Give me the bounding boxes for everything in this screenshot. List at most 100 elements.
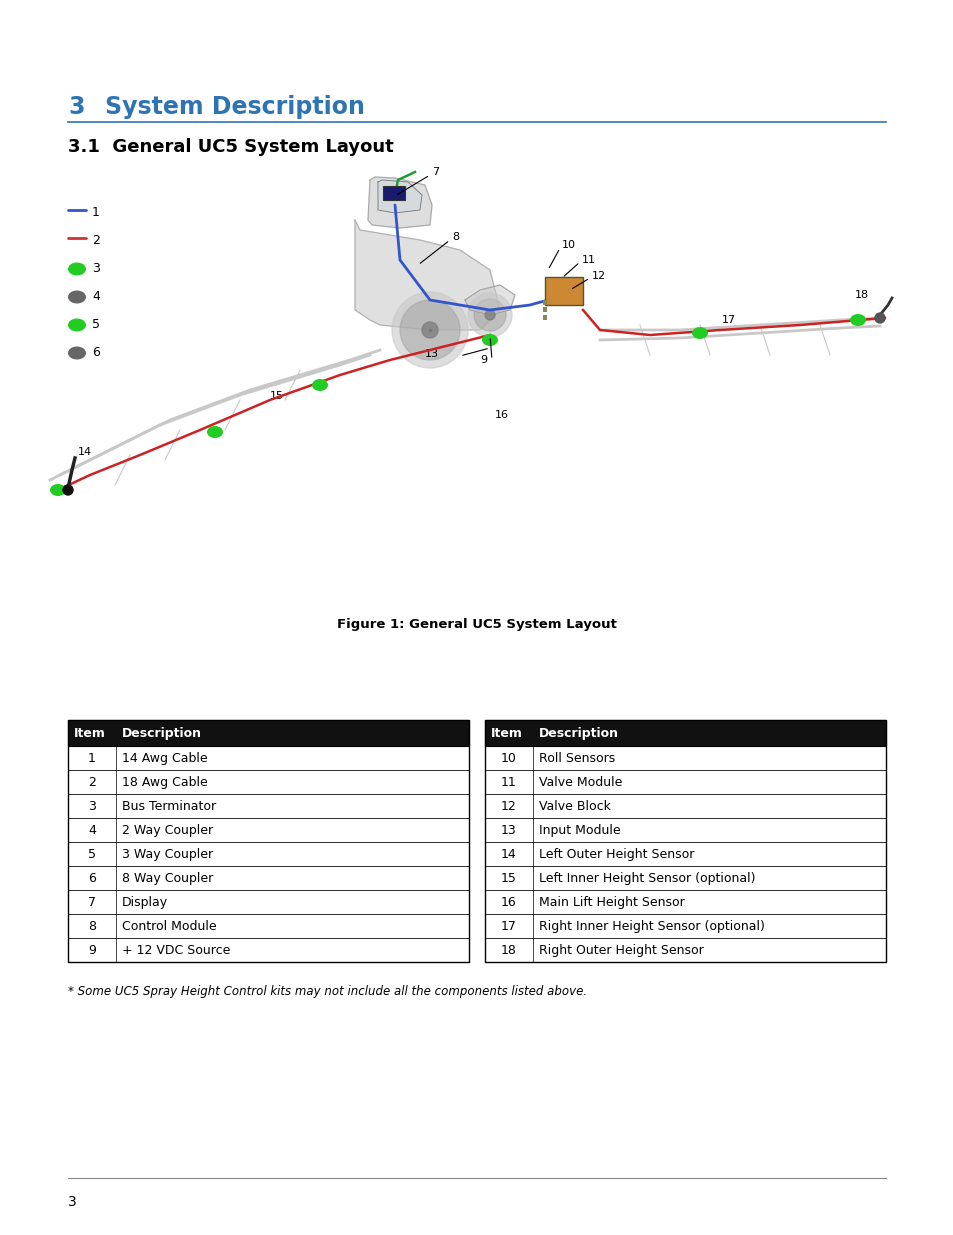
Text: Bus Terminator: Bus Terminator bbox=[122, 800, 216, 813]
Text: Valve Module: Valve Module bbox=[538, 776, 621, 789]
Text: 12: 12 bbox=[592, 270, 605, 282]
Text: Main Lift Height Sensor: Main Lift Height Sensor bbox=[538, 897, 684, 909]
Ellipse shape bbox=[68, 347, 86, 359]
Bar bbox=[484, 818, 885, 842]
Text: * Some UC5 Spray Height Control kits may not include all the components listed a: * Some UC5 Spray Height Control kits may… bbox=[68, 986, 586, 998]
Text: 8: 8 bbox=[452, 232, 458, 242]
Text: + 12 VDC Source: + 12 VDC Source bbox=[122, 944, 230, 957]
Text: 8: 8 bbox=[88, 920, 96, 932]
Text: 9: 9 bbox=[479, 354, 487, 366]
Text: 5: 5 bbox=[91, 317, 100, 331]
Text: 16: 16 bbox=[495, 410, 509, 420]
Text: 18: 18 bbox=[500, 944, 517, 957]
Bar bbox=[68, 866, 469, 890]
Bar bbox=[68, 842, 469, 866]
Text: Description: Description bbox=[122, 727, 202, 740]
Ellipse shape bbox=[50, 484, 66, 496]
Bar bbox=[484, 939, 885, 962]
Bar bbox=[484, 794, 885, 818]
Text: 3.1  General UC5 System Layout: 3.1 General UC5 System Layout bbox=[68, 138, 394, 156]
Circle shape bbox=[63, 485, 73, 495]
Circle shape bbox=[392, 291, 468, 368]
Text: 1: 1 bbox=[91, 206, 100, 219]
Text: Right Inner Height Sensor (optional): Right Inner Height Sensor (optional) bbox=[538, 920, 764, 932]
Bar bbox=[382, 186, 405, 200]
Bar bbox=[484, 890, 885, 914]
Text: 12: 12 bbox=[500, 800, 517, 813]
Text: 15: 15 bbox=[270, 391, 284, 401]
Bar bbox=[68, 769, 469, 794]
Text: 18: 18 bbox=[854, 290, 868, 300]
Polygon shape bbox=[377, 180, 421, 212]
Text: 2 Way Coupler: 2 Way Coupler bbox=[122, 824, 213, 837]
Ellipse shape bbox=[68, 319, 86, 331]
Text: 13: 13 bbox=[500, 824, 517, 837]
Circle shape bbox=[874, 312, 884, 324]
Ellipse shape bbox=[691, 327, 707, 338]
Bar bbox=[68, 818, 469, 842]
Text: 16: 16 bbox=[500, 897, 517, 909]
Ellipse shape bbox=[312, 379, 328, 391]
Ellipse shape bbox=[481, 333, 497, 346]
Bar bbox=[484, 914, 885, 939]
Text: 18 Awg Cable: 18 Awg Cable bbox=[122, 776, 208, 789]
Bar bbox=[544, 277, 582, 305]
Text: Left Inner Height Sensor (optional): Left Inner Height Sensor (optional) bbox=[538, 872, 755, 885]
Text: 4: 4 bbox=[88, 824, 96, 837]
Text: 11: 11 bbox=[581, 254, 596, 266]
Text: 15: 15 bbox=[500, 872, 517, 885]
Ellipse shape bbox=[68, 263, 86, 275]
Text: 10: 10 bbox=[500, 752, 517, 764]
Bar bbox=[68, 720, 469, 746]
Text: 7: 7 bbox=[432, 167, 438, 177]
Text: 14: 14 bbox=[500, 848, 517, 861]
Bar bbox=[484, 866, 885, 890]
Text: Item: Item bbox=[491, 727, 522, 740]
Text: Display: Display bbox=[122, 897, 168, 909]
Text: Control Module: Control Module bbox=[122, 920, 216, 932]
Text: 2: 2 bbox=[88, 776, 96, 789]
Bar bbox=[68, 914, 469, 939]
Circle shape bbox=[399, 300, 459, 359]
Bar bbox=[484, 746, 885, 769]
Text: 5: 5 bbox=[88, 848, 96, 861]
Text: System Description: System Description bbox=[105, 95, 364, 119]
Bar bbox=[484, 842, 885, 866]
Bar bbox=[68, 746, 469, 769]
Bar bbox=[68, 794, 469, 818]
Text: 4: 4 bbox=[91, 290, 100, 303]
Bar bbox=[484, 720, 885, 962]
Bar bbox=[484, 720, 885, 746]
Ellipse shape bbox=[849, 314, 865, 326]
Circle shape bbox=[474, 299, 505, 331]
Text: 17: 17 bbox=[500, 920, 517, 932]
Text: Description: Description bbox=[538, 727, 618, 740]
Polygon shape bbox=[368, 177, 432, 228]
Bar bbox=[542, 315, 546, 320]
Bar bbox=[68, 939, 469, 962]
Circle shape bbox=[421, 322, 437, 338]
Polygon shape bbox=[464, 285, 515, 315]
Text: Right Outer Height Sensor: Right Outer Height Sensor bbox=[538, 944, 703, 957]
Text: Input Module: Input Module bbox=[538, 824, 620, 837]
Ellipse shape bbox=[68, 290, 86, 304]
Text: 2: 2 bbox=[91, 233, 100, 247]
Polygon shape bbox=[355, 220, 499, 330]
Ellipse shape bbox=[207, 426, 223, 438]
Text: 3: 3 bbox=[68, 1195, 76, 1209]
Text: 8 Way Coupler: 8 Way Coupler bbox=[122, 872, 213, 885]
Text: Valve Block: Valve Block bbox=[538, 800, 610, 813]
Text: Left Outer Height Sensor: Left Outer Height Sensor bbox=[538, 848, 694, 861]
Text: 7: 7 bbox=[88, 897, 96, 909]
Text: 14: 14 bbox=[78, 447, 92, 457]
Text: 14 Awg Cable: 14 Awg Cable bbox=[122, 752, 208, 764]
Circle shape bbox=[484, 310, 495, 320]
Text: 1: 1 bbox=[88, 752, 96, 764]
Text: 10: 10 bbox=[561, 240, 576, 249]
Text: 3 Way Coupler: 3 Way Coupler bbox=[122, 848, 213, 861]
Text: Figure 1: General UC5 System Layout: Figure 1: General UC5 System Layout bbox=[336, 618, 617, 631]
Bar bbox=[542, 300, 546, 305]
Text: 17: 17 bbox=[721, 315, 736, 325]
Text: Roll Sensors: Roll Sensors bbox=[538, 752, 615, 764]
Text: 3: 3 bbox=[88, 800, 96, 813]
